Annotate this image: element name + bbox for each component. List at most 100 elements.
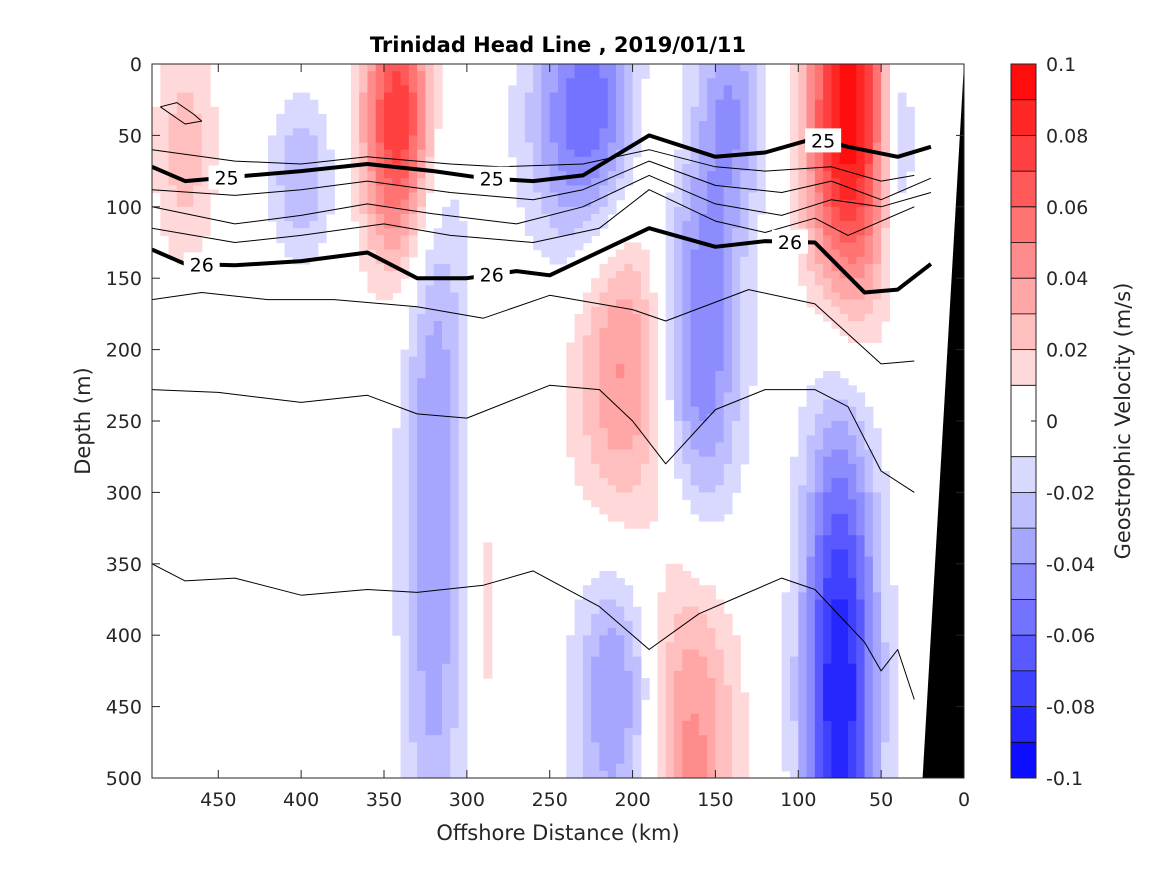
velocity-cell [756, 64, 766, 215]
velocity-cell [674, 206, 683, 422]
velocity-cell [632, 313, 642, 436]
velocity-cell [599, 263, 609, 294]
velocity-cell [732, 421, 741, 493]
velocity-cell [616, 363, 625, 379]
velocity-cell [516, 64, 526, 208]
colorbar-tick-label: 0.1 [1046, 54, 1076, 76]
velocity-cell [508, 85, 518, 158]
velocity-cell [839, 199, 849, 222]
velocity-cell [715, 64, 725, 101]
velocity-cell [806, 171, 816, 229]
velocity-cell [276, 171, 286, 186]
velocity-cell [591, 278, 601, 308]
velocity-cell [400, 235, 410, 258]
velocity-cell [790, 720, 799, 778]
velocity-cell [715, 485, 725, 522]
velocity-cell [723, 64, 733, 87]
velocity-cell [433, 263, 443, 322]
velocity-cell [823, 235, 833, 258]
velocity-cell [276, 113, 286, 172]
velocity-cell [375, 235, 385, 265]
y-tick-label: 200 [106, 340, 142, 362]
velocity-cell [201, 64, 211, 236]
velocity-cell [599, 206, 609, 229]
velocity-cell [400, 256, 410, 279]
velocity-cell [607, 485, 617, 522]
velocity-cell [442, 663, 451, 778]
velocity-cell [408, 135, 418, 172]
velocity-cell [690, 713, 700, 778]
isopycnal-label-background [473, 262, 510, 287]
velocity-cell [732, 64, 741, 101]
velocity-cell [591, 306, 601, 465]
velocity-cell [392, 64, 402, 72]
velocity-cell [624, 263, 634, 301]
velocity-cell [806, 385, 816, 436]
velocity-cell [856, 421, 866, 458]
velocity-cell [823, 428, 833, 458]
velocity-cell [640, 463, 650, 529]
velocity-cell [715, 442, 725, 486]
velocity-cell [682, 606, 692, 651]
velocity-cell [690, 649, 700, 715]
velocity-cell [574, 185, 584, 208]
velocity-cell [682, 221, 692, 422]
velocity-cell [549, 142, 559, 194]
velocity-cell [814, 535, 824, 601]
velocity-cell [384, 92, 393, 151]
velocity-cell [574, 206, 584, 229]
velocity-cell [723, 463, 733, 515]
velocity-cell [674, 670, 683, 778]
velocity-cell [566, 149, 576, 186]
y-tick-label: 300 [106, 482, 142, 504]
velocity-cell [616, 635, 625, 765]
velocity-cell [384, 206, 393, 229]
velocity-cell [831, 371, 841, 401]
velocity-cell [417, 64, 427, 72]
velocity-cell [417, 378, 427, 672]
velocity-cell [707, 456, 717, 493]
colorbar-ticks: 0.1 0.08 0.06 0.04 0.02 0 -0.02 -0.04 -0.06 -0.08… [1031, 54, 1095, 790]
isopycnal-line [152, 563, 915, 700]
velocity-cell [433, 228, 443, 265]
velocity-cell [193, 185, 203, 258]
velocity-cell [839, 421, 849, 451]
velocity-cell [400, 199, 410, 215]
velocity-cell [864, 163, 874, 208]
velocity-cell [872, 64, 882, 144]
velocity-cell [574, 228, 584, 251]
colorbar-tick-label: -0.02 [1046, 482, 1095, 504]
colorbar-bin [1011, 99, 1036, 136]
velocity-cell [665, 642, 675, 778]
velocity-cell [839, 299, 849, 315]
isopycnal-line [152, 149, 915, 182]
velocity-cell [607, 278, 617, 308]
velocity-cell [549, 92, 559, 144]
velocity-cell [640, 299, 650, 465]
velocity-cell [723, 392, 733, 465]
velocity-cell [707, 64, 717, 79]
velocity-cell [309, 135, 319, 222]
colorbar-bin [1011, 599, 1036, 636]
velocity-cell [624, 149, 634, 186]
isopycnal-line [152, 289, 915, 365]
velocity-cell [408, 356, 418, 743]
velocity-cell [707, 678, 717, 778]
velocity-cell [541, 213, 551, 258]
velocity-cell [624, 728, 634, 778]
velocity-cell [839, 256, 849, 279]
velocity-cell [881, 228, 891, 322]
velocity-cell [831, 64, 841, 179]
velocity-cell [698, 456, 708, 493]
velocity-cell [384, 249, 393, 272]
x-tick-label: 100 [780, 789, 816, 811]
velocity-cell [839, 242, 849, 258]
velocity-cell [823, 720, 833, 778]
isopycnal-label-background [772, 229, 808, 254]
velocity-cell [599, 163, 609, 186]
velocity-cell [185, 206, 195, 265]
velocity-cell [748, 64, 758, 194]
velocity-cell [798, 485, 808, 593]
velocity-cell [359, 92, 369, 144]
isopycnal-labels: 25 25 25 26 26 26 [183, 128, 842, 287]
